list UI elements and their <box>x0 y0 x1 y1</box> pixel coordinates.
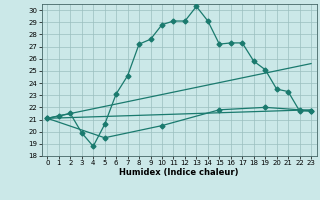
X-axis label: Humidex (Indice chaleur): Humidex (Indice chaleur) <box>119 168 239 177</box>
